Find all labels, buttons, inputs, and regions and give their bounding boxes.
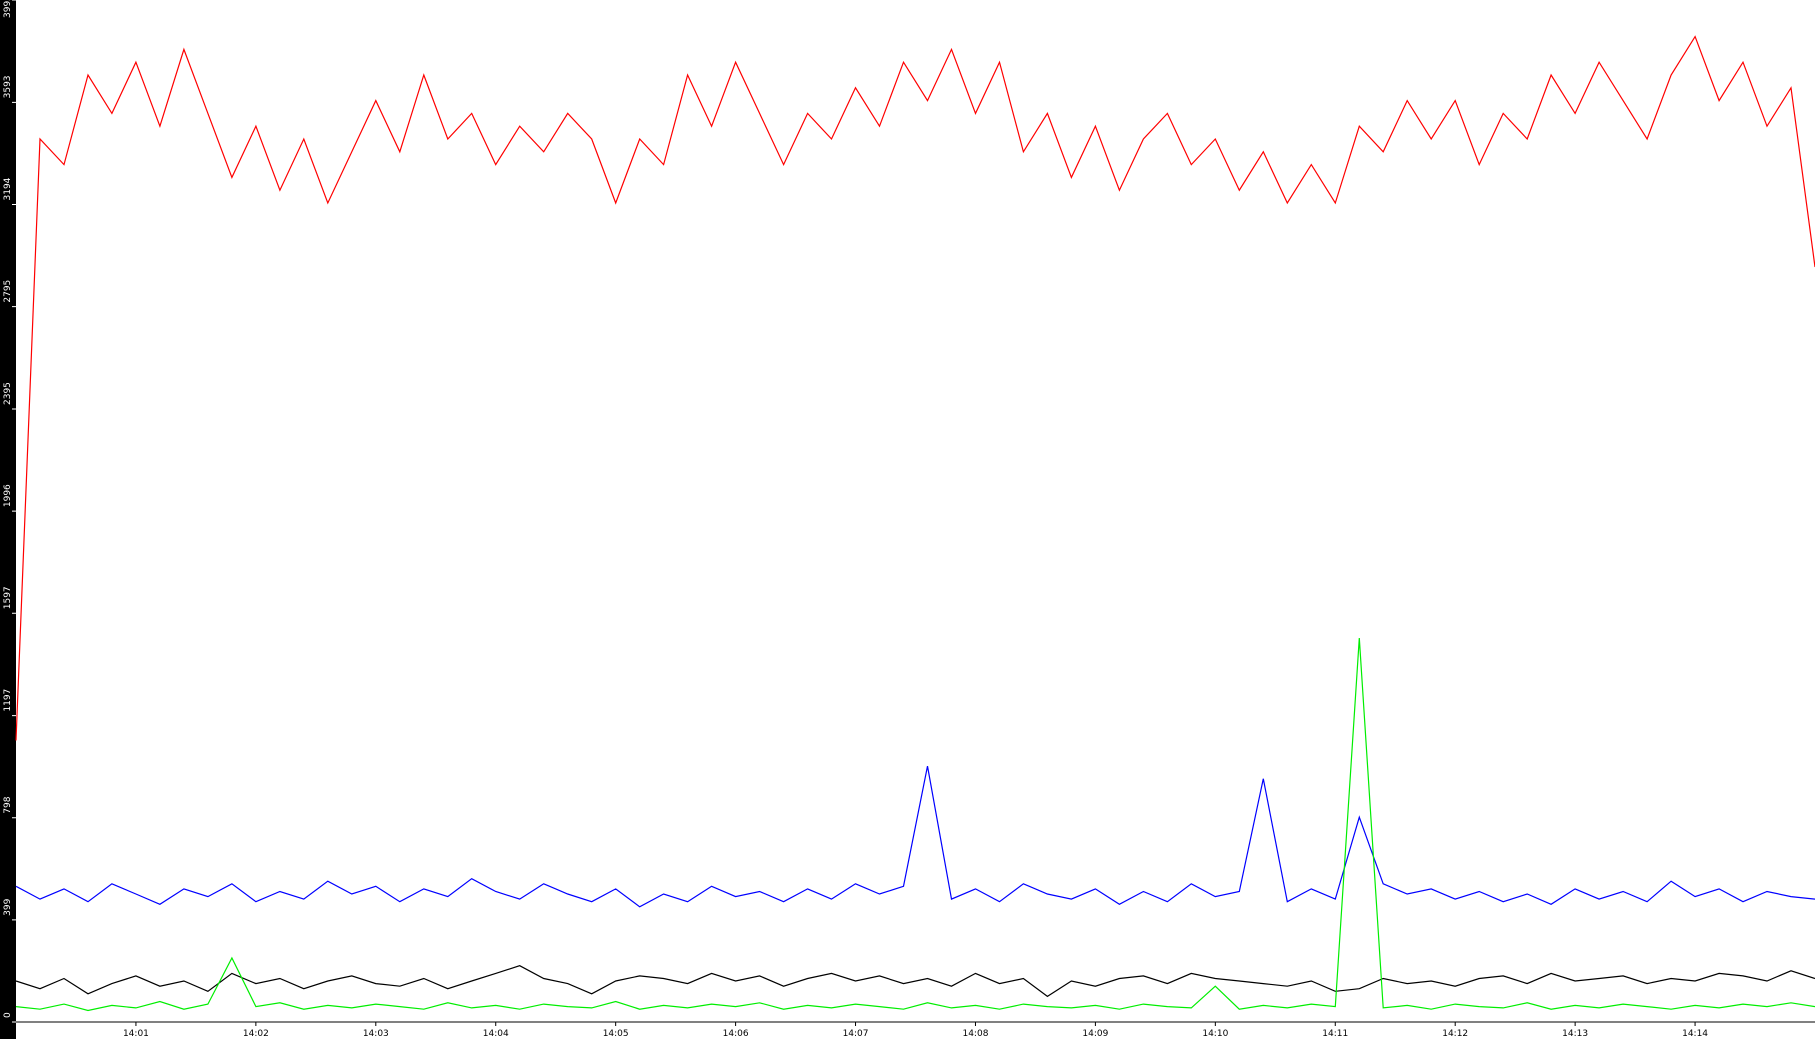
x-tick-label: 14:13 [1562, 1029, 1588, 1039]
y-tick-label: 1996 [3, 484, 13, 507]
x-tick-label: 14:04 [483, 1029, 509, 1039]
y-tick-label: 399 [3, 898, 13, 915]
x-tick-label: 14:02 [243, 1029, 269, 1039]
x-tick-label: 14:05 [603, 1029, 629, 1039]
x-tick-label: 14:10 [1202, 1029, 1228, 1039]
series-line [15, 765, 1815, 908]
x-tick-label: 14:06 [723, 1029, 749, 1039]
series-line [15, 965, 1815, 998]
x-tick-label: 14:09 [1082, 1029, 1108, 1039]
series-line [15, 638, 1815, 1012]
x-tick-label: 14:07 [843, 1029, 869, 1039]
x-tick-label: 14:08 [962, 1029, 988, 1039]
x-tick-label: 14:01 [123, 1029, 149, 1039]
y-tick-label: 1597 [3, 586, 13, 609]
y-tick-label: 3993 [3, 0, 13, 18]
x-tick-label: 14:11 [1322, 1029, 1348, 1039]
y-tick-label: 2795 [3, 280, 13, 303]
x-tick-label: 14:03 [363, 1029, 389, 1039]
x-tick-label: 14:14 [1682, 1029, 1708, 1039]
y-tick-label: 3593 [3, 75, 13, 98]
y-tick-label: 0 [3, 1012, 13, 1018]
y-tick-label: 798 [3, 796, 13, 813]
y-axis-strip [0, 0, 16, 1039]
series-line [15, 35, 1815, 741]
y-tick-label: 2395 [3, 382, 13, 405]
x-tick-label: 14:12 [1442, 1029, 1468, 1039]
y-tick-label: 1197 [3, 689, 13, 712]
y-tick-label: 3194 [3, 177, 13, 200]
